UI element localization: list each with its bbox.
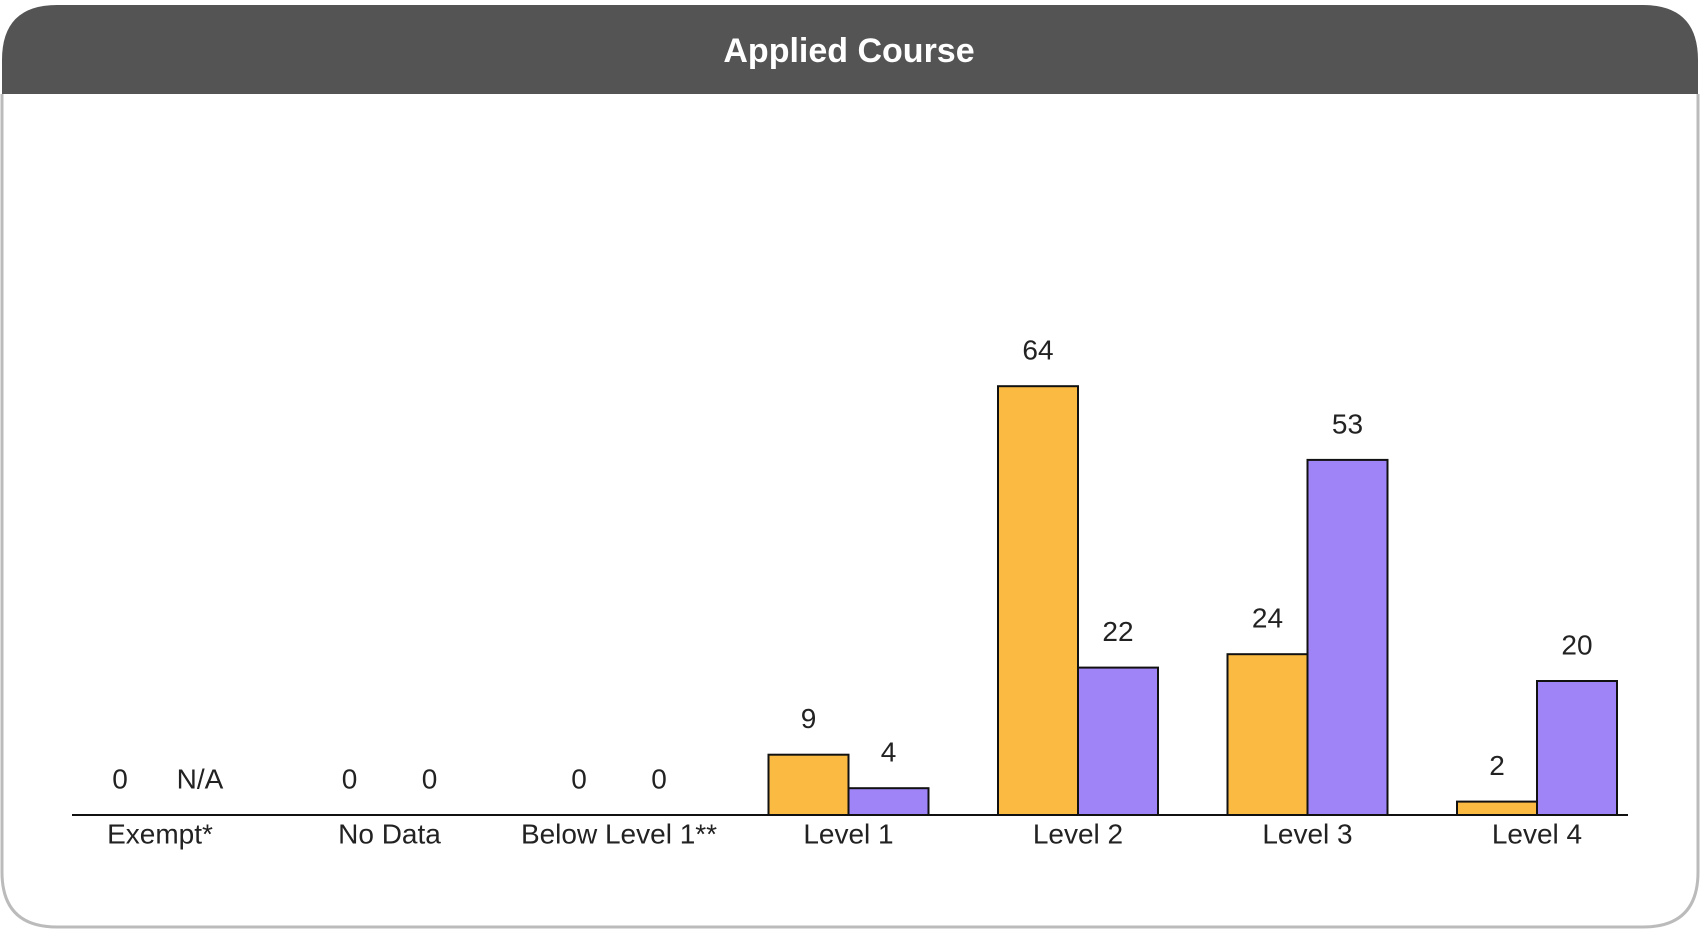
value-label: 64 [1022,335,1053,366]
x-tick-label: Level 2 [1033,818,1123,849]
x-tick-label: Level 1 [803,818,893,849]
value-label: 0 [112,763,128,794]
x-tick-label: No Data [338,818,441,849]
bar [767,753,850,817]
value-label: 24 [1252,603,1283,634]
value-label: 53 [1332,408,1363,439]
value-label: 0 [651,763,667,794]
x-tick-label: Level 4 [1492,818,1582,849]
value-label: 0 [422,763,438,794]
value-label: 2 [1489,750,1505,781]
x-tick-label: Level 3 [1262,818,1352,849]
value-label: N/A [177,763,224,794]
value-label: 22 [1102,616,1133,647]
bar [1226,653,1309,817]
chart-title: Applied Course [723,32,974,70]
bar [997,385,1079,816]
x-tick-label: Below Level 1** [521,818,717,849]
bar [1536,680,1618,816]
value-label: 9 [801,703,817,734]
value-label: 0 [342,763,358,794]
header [2,5,1698,94]
value-label: 20 [1561,629,1592,660]
value-label: 0 [571,763,587,794]
bar [1306,458,1389,816]
x-tick-label: Exempt* [107,818,213,849]
bar [847,787,930,817]
bar [1077,666,1159,816]
bar [1456,800,1538,816]
value-label: 4 [881,737,897,768]
